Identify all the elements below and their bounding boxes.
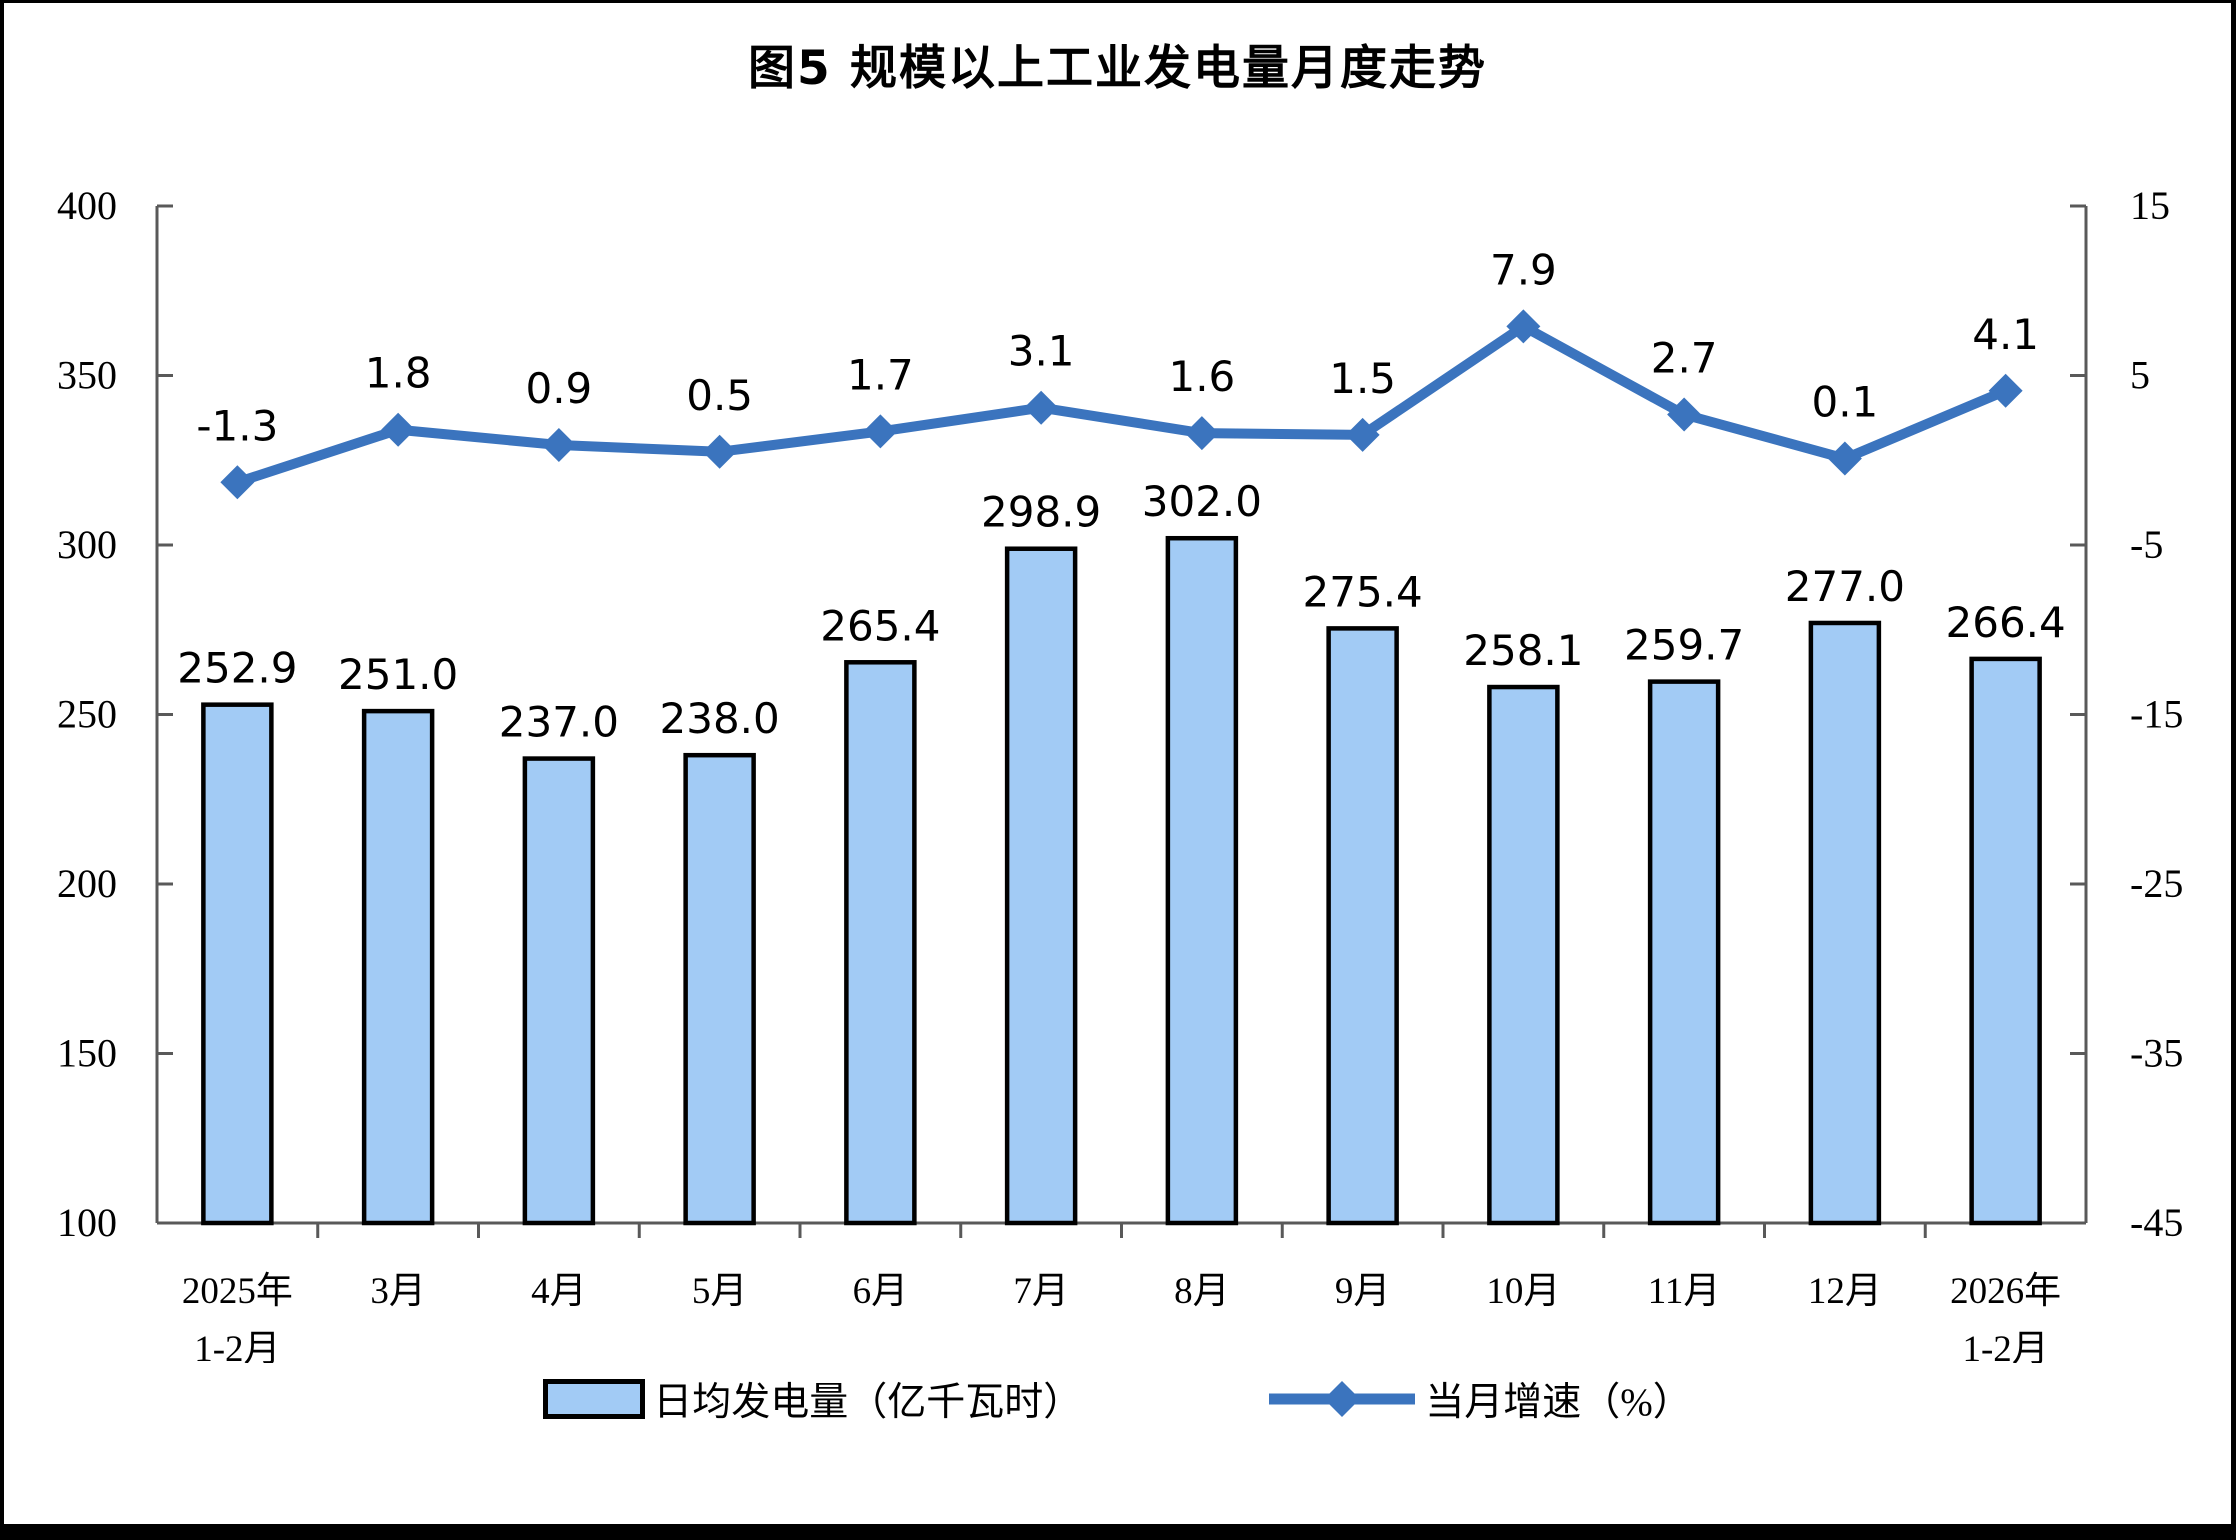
line-point-marker [1988,373,2023,408]
line-value-label: 7.9 [1490,245,1557,294]
x-axis-label: 4月 [531,1271,587,1312]
bar [1647,679,1721,1226]
bar [1969,656,2042,1226]
right-axis-tick-label: 15 [2130,183,2170,228]
bar-value-label: 266.4 [1946,598,2066,647]
chart-title: 图5 规模以上工业发电量月度走势 [747,41,1488,96]
line-value-label: 3.1 [1008,327,1075,376]
right-axis-tick-label: -45 [2130,1200,2183,1245]
left-axis-tick-label: 200 [57,861,117,906]
line-value-label: 4.1 [1972,310,2039,359]
bar [1808,620,1882,1226]
chart-legend: 日均发电量（亿千瓦时） 当月增速（%） [4,1371,2231,1427]
bar-value-label: 265.4 [820,601,940,650]
line-value-label: 1.6 [1168,352,1235,401]
bar-value-label: 252.9 [177,644,297,693]
bar-value-label: 275.4 [1303,567,1423,616]
x-axis-label: 1-2月 [194,1329,280,1363]
line-value-label: -1.3 [196,401,278,450]
right-axis-tick-label: -5 [2130,522,2163,567]
left-axis-tick-label: 100 [57,1200,117,1245]
line-point-marker [220,465,255,500]
x-axis-label: 8月 [1174,1271,1230,1312]
line-point-marker [702,434,737,469]
left-axis-tick-label: 300 [57,522,117,567]
legend-item-bar-series: 日均发电量（亿千瓦时） [543,1371,1082,1427]
x-axis-label: 5月 [692,1271,748,1312]
line-point-marker [1345,417,1380,452]
bar-value-label: 237.0 [499,698,619,747]
bar [201,702,274,1226]
line-point-marker [1024,390,1059,425]
right-axis-tick-label: -15 [2130,692,2183,737]
x-axis-label: 7月 [1013,1271,1069,1312]
bar-value-label: 251.0 [338,650,458,699]
legend-label-line-series: 当月增速（%） [1425,1381,1692,1424]
bar [1326,626,1399,1226]
line-point-marker [381,412,416,447]
line-value-label: 0.5 [686,371,753,420]
line-value-label: 0.1 [1811,378,1878,427]
legend-item-line-series: 当月增速（%） [1267,1371,1692,1427]
line-point-marker [1827,441,1862,476]
x-axis-label: 9月 [1335,1271,1391,1312]
x-axis-label: 1-2月 [1962,1329,2048,1363]
x-axis-label: 3月 [370,1271,426,1312]
bar [522,756,596,1226]
left-axis-tick-label: 350 [57,353,117,398]
x-axis-label: 2026年 [1950,1270,2061,1312]
legend-line-marker [1324,1381,1361,1417]
legend-label-bar-series: 日均发电量（亿千瓦时） [653,1381,1083,1424]
right-axis-tick-label: -35 [2130,1031,2183,1076]
line-point-marker [863,414,898,449]
line-point-marker [1667,397,1702,432]
x-axis-label: 11月 [1648,1271,1721,1312]
right-axis-tick-label: 5 [2130,353,2150,398]
bar-series-swatch [543,1379,646,1419]
right-axis-tick-label: -25 [2130,861,2183,906]
bar-value-label: 298.9 [981,488,1101,537]
line-point-marker [1506,309,1541,344]
x-axis-label: 12月 [1808,1271,1882,1312]
bar [361,708,435,1226]
bar [1487,684,1560,1226]
combo-chart-plot-area: 400 350 300 250 200 150 100 15 5 -5 -15 -25 -35 -45 25… [57,183,2183,1363]
line-series-swatch [1269,1381,1416,1417]
bar-value-label: 302.0 [1142,477,1262,526]
bar [683,752,756,1226]
line-point-marker [1184,416,1219,451]
bar-value-label: 277.0 [1785,562,1905,611]
bar [844,660,917,1226]
line-point-marker [541,427,576,462]
x-axis-label: 6月 [853,1271,909,1312]
growth-line [235,320,2008,488]
bar-value-label: 238.0 [660,694,780,743]
bar-value-label: 258.1 [1463,626,1583,675]
bar-value-label: 259.7 [1624,621,1744,670]
line-value-label: 2.7 [1651,333,1718,382]
x-axis-label: 2025年 [182,1270,293,1312]
bar [1004,546,1078,1226]
line-value-label: 1.7 [847,350,914,399]
line-value-label: 1.5 [1329,354,1396,403]
x-axis-label: 10月 [1486,1271,1560,1312]
left-axis-tick-label: 250 [57,692,117,737]
line-value-label: 1.8 [365,349,432,398]
line-value-label: 0.9 [525,364,592,413]
left-axis-tick-label: 150 [57,1031,117,1076]
left-axis-tick-label: 400 [57,183,117,228]
bar [1165,535,1239,1226]
